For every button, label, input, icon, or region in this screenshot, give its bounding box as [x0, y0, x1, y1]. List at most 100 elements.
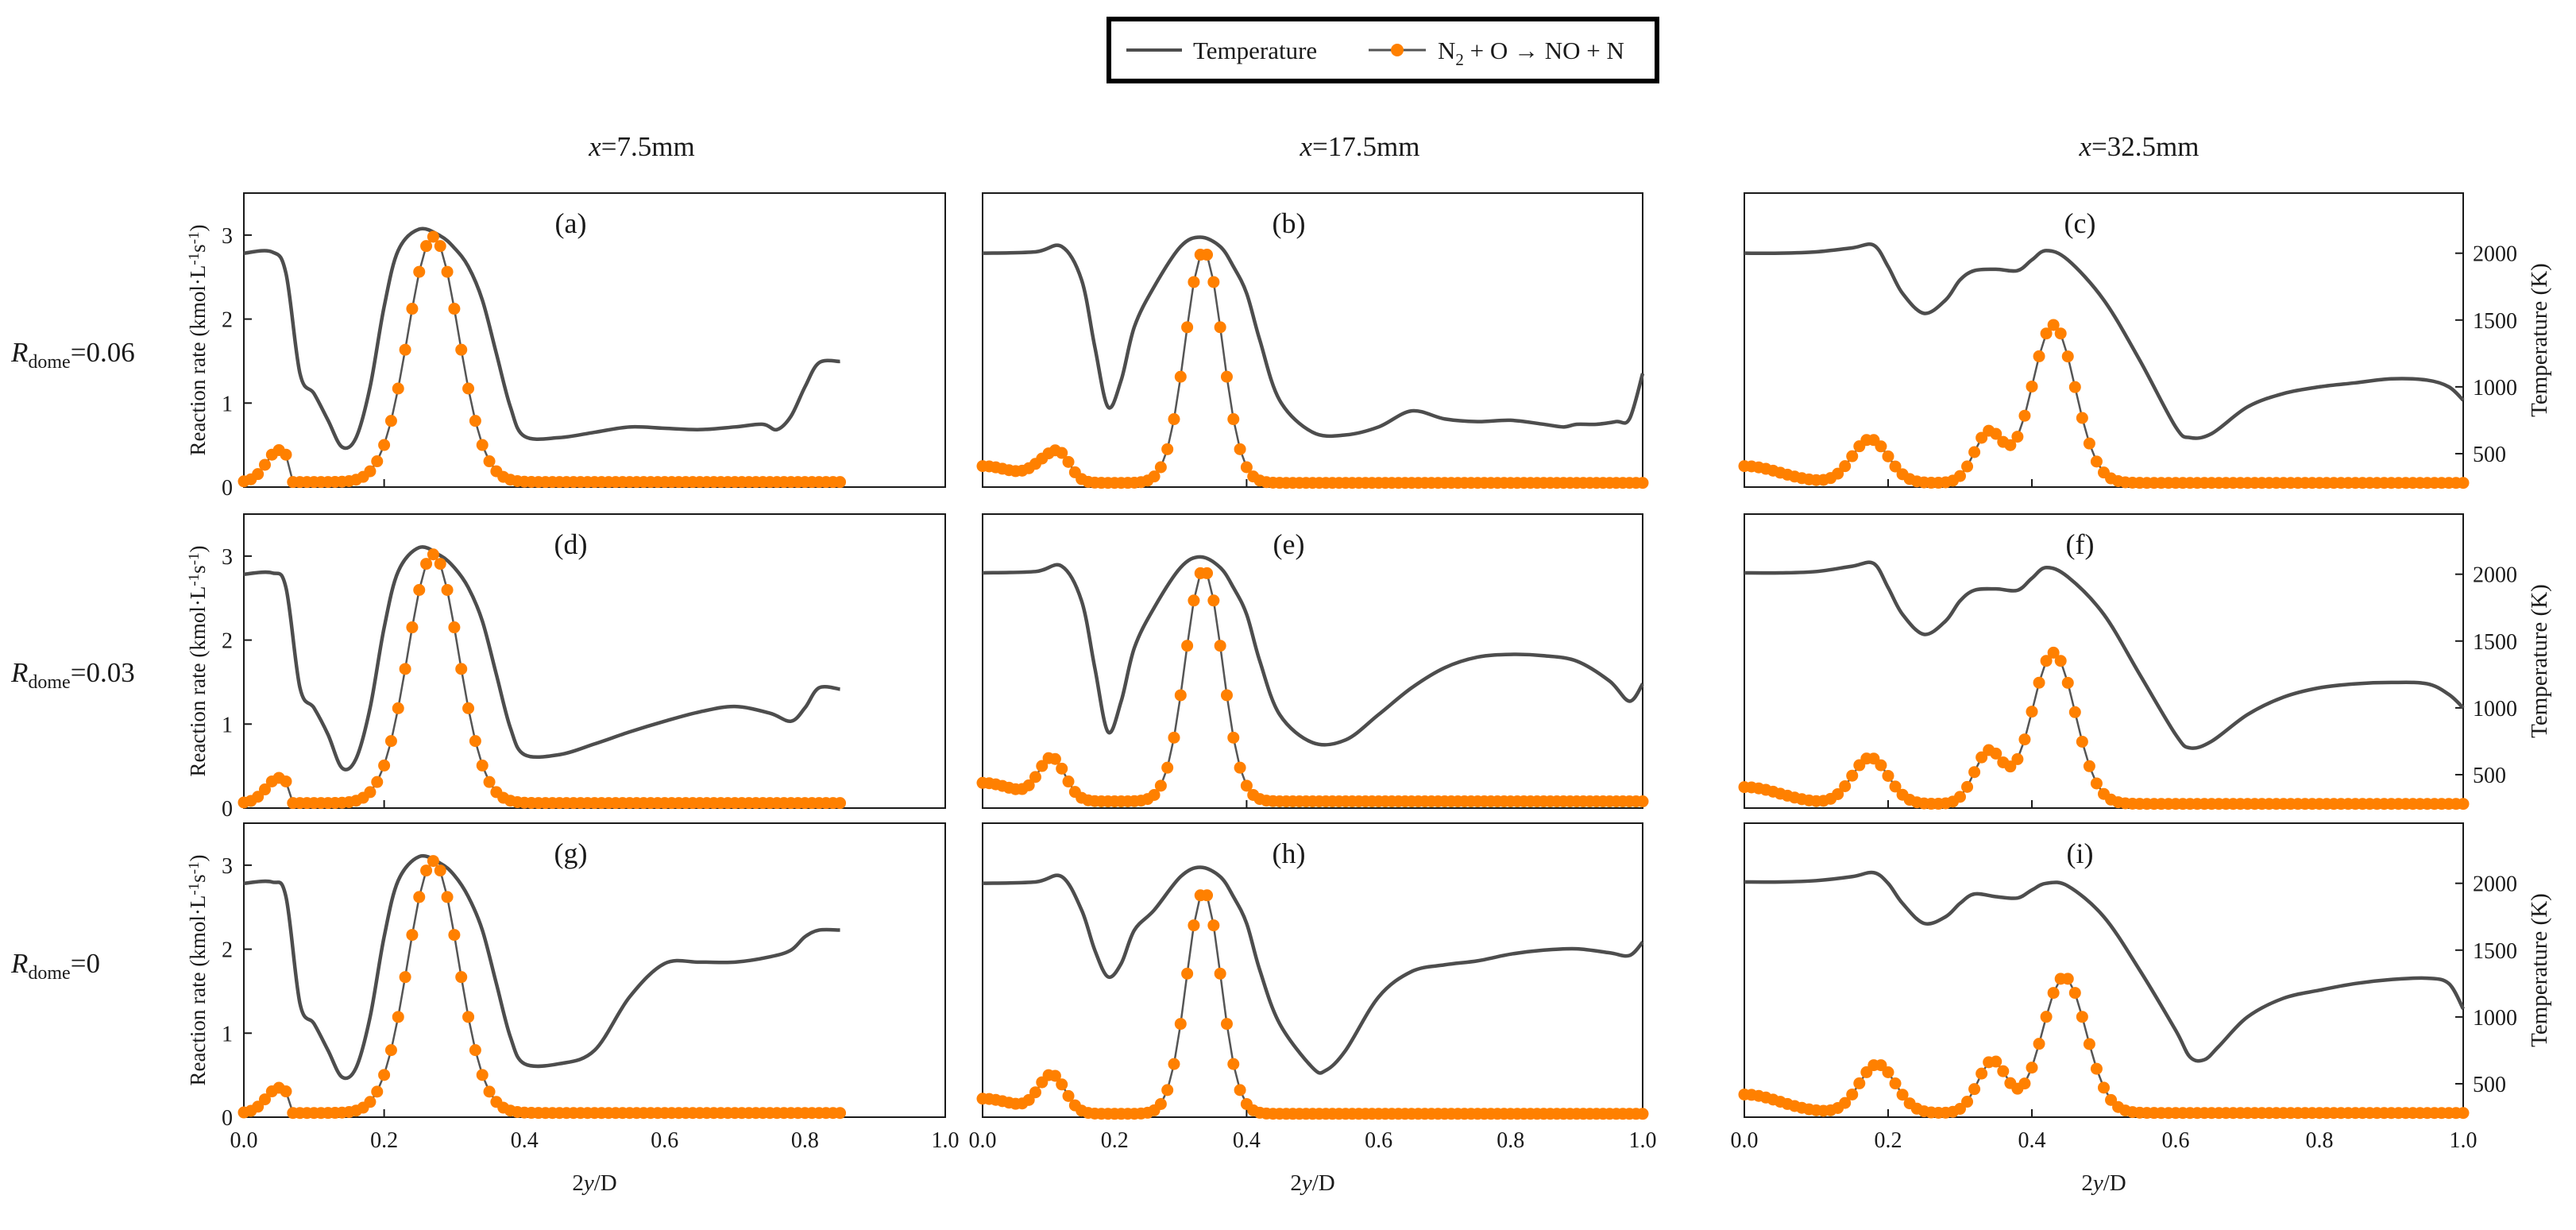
y-left-tick-label: 3 [222, 854, 233, 879]
row-label-3-value: =0 [71, 948, 100, 979]
row-label-3: Rdome=0 [10, 948, 100, 984]
reaction-point [434, 864, 446, 877]
reaction-point [371, 1085, 384, 1098]
reaction-point [2090, 455, 2103, 468]
x-tick-label: 0.8 [2306, 1128, 2334, 1153]
reaction-point [392, 1011, 404, 1023]
reaction-point [399, 971, 411, 984]
panel-5: (e) [976, 513, 1649, 809]
column-header-3-var: x [2079, 131, 2092, 162]
reaction-point [1049, 752, 1061, 765]
reaction-point [462, 382, 475, 395]
y-left-axis-label-part: ) [186, 854, 210, 861]
y-right-tick-label: 1500 [2473, 939, 2517, 964]
reaction-point [1889, 1077, 1902, 1090]
reaction-point [1161, 1084, 1174, 1097]
reaction-point [364, 1096, 377, 1108]
reaction-point [455, 343, 468, 356]
x-axis-label: 2y/D [1290, 1170, 1334, 1196]
panel-8: 0.0 0.2 0.4 0.6 0.8 1.0 2y/D (h) [969, 822, 1657, 1196]
x-tick-label: 0.2 [1875, 1128, 1902, 1153]
panel-9: 0.0 0.2 0.4 0.6 0.8 1.0 500 1000 1500 2000 Tempera… [1731, 822, 2552, 1196]
reaction-point [1846, 1088, 1859, 1100]
reaction-point [476, 439, 489, 451]
reaction-point [1889, 780, 1902, 793]
reaction-point [2061, 350, 2074, 363]
reaction-point [834, 1107, 847, 1120]
reaction-point [2047, 319, 2060, 331]
reaction-point [280, 448, 292, 461]
reaction-point [1056, 447, 1068, 459]
panel-frame [1744, 513, 2464, 809]
x-axis-label-part: 2 [572, 1170, 584, 1196]
reaction-point [371, 776, 384, 788]
reaction-point [434, 240, 446, 253]
reaction-point [1227, 731, 1240, 744]
panel-label: (e) [1273, 528, 1305, 560]
reaction-point [469, 415, 481, 427]
column-header-2-value: =17.5mm [1312, 131, 1419, 162]
reaction-series-line [243, 859, 840, 1114]
reaction-point [469, 1044, 481, 1057]
reaction-point [2047, 646, 2060, 659]
reaction-point [1240, 779, 1253, 792]
x-axis-label-part: /D [2103, 1170, 2126, 1196]
panel-frame [982, 822, 1643, 1118]
reaction-point [1214, 640, 1226, 652]
reaction-point [420, 864, 433, 877]
y-right-tick-label: 2000 [2473, 872, 2517, 897]
temperature-series [243, 226, 840, 451]
y-left-axis-label: Reaction rate (kmol·L-1s-1) [186, 545, 210, 776]
row-label-2-var: R [10, 657, 28, 688]
reaction-point [280, 775, 292, 787]
reaction-point [427, 548, 439, 561]
temperature-series [243, 545, 840, 772]
reaction-point [2076, 1011, 2088, 1023]
reaction-point [1181, 321, 1194, 334]
x-tick-label: 0.0 [230, 1128, 258, 1153]
reaction-point [434, 558, 446, 571]
row-label-1-sub: dome [28, 352, 70, 373]
x-axis-label-part: 2 [1290, 1170, 1302, 1196]
y-left-tick-label: 0 [222, 1106, 233, 1131]
y-right-tick-label: 1500 [2473, 309, 2517, 334]
reaction-point [1961, 780, 1974, 793]
panel-label: (d) [554, 528, 588, 560]
reaction-point [441, 583, 454, 596]
y-left-tick-label: 1 [222, 1022, 233, 1046]
reaction-point [455, 971, 468, 984]
row-label-1-var: R [10, 337, 28, 368]
temperature-series [1744, 560, 2465, 750]
y-left-axis-label-part: Reaction rate (kmol·L [186, 265, 210, 456]
y-right-tick-label: 1000 [2473, 697, 2517, 721]
reaction-series-line [982, 253, 1643, 484]
reaction-point [1961, 460, 1974, 473]
reaction-point [1188, 594, 1200, 607]
reaction-point [1234, 1084, 1246, 1097]
row-label-2-value: =0.03 [71, 657, 135, 688]
reaction-point [1174, 689, 1187, 702]
panel-6: 500 1000 1500 2000 Temperature (K) (f) [1738, 513, 2552, 810]
reaction-point [834, 476, 847, 489]
y-left-axis-label-part: -1 [186, 253, 203, 265]
reaction-point [448, 621, 461, 634]
y-right-axis-label: Temperature (K) [2527, 584, 2552, 738]
reaction-point [2047, 987, 2060, 1000]
reaction-point [1882, 769, 1894, 782]
column-header-3-value: =32.5mm [2091, 131, 2199, 162]
y-left-axis-label-part: -1 [186, 552, 203, 565]
reaction-point [406, 303, 419, 315]
reaction-point [399, 663, 411, 675]
column-header-1: x=7.5mm [588, 131, 694, 162]
reaction-point [1154, 461, 1167, 474]
row-label-2: Rdome=0.03 [10, 657, 135, 693]
reaction-point [2083, 760, 2095, 772]
reaction-point [2026, 706, 2038, 718]
y-left-axis-label-part: s [186, 874, 210, 883]
reaction-point [1234, 443, 1246, 455]
reaction-point [1896, 1089, 1909, 1101]
temperature-series [1744, 242, 2465, 440]
x-tick-label: 0.6 [651, 1128, 678, 1153]
